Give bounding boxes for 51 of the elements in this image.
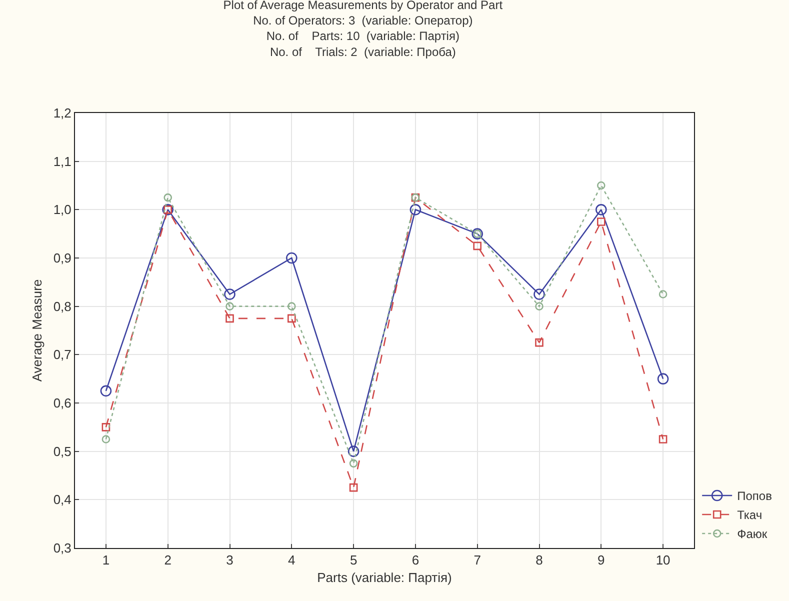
legend-label: Попов bbox=[737, 489, 772, 504]
point bbox=[164, 193, 172, 202]
point bbox=[473, 242, 482, 250]
chart-subtitle: No. of Operators: 3 (variable: Оператор) No. of Parts: 10 (variable: Партія) No. of Trials: 2 (variable: Проба) bbox=[253, 14, 473, 59]
y-tick-label: 1,0 bbox=[53, 202, 72, 218]
point bbox=[226, 302, 234, 310]
x-tick-label: 5 bbox=[350, 552, 358, 568]
x-tick-label: 2 bbox=[164, 552, 172, 568]
x-axis-title: Parts (variable: Партія) bbox=[317, 570, 452, 586]
point bbox=[349, 483, 358, 492]
x-tick-label: 8 bbox=[536, 552, 543, 568]
point bbox=[349, 459, 358, 468]
point bbox=[102, 423, 110, 432]
y-tick-label: 0,6 bbox=[53, 396, 72, 411]
point bbox=[410, 204, 422, 216]
point bbox=[534, 288, 545, 300]
y-tick-label: 1,2 bbox=[53, 106, 72, 121]
y-tick-label: 0,7 bbox=[53, 347, 72, 362]
point bbox=[224, 288, 236, 300]
x-tick-label: 7 bbox=[474, 552, 481, 568]
x-tick-label: 4 bbox=[288, 552, 296, 568]
point bbox=[348, 446, 360, 457]
point bbox=[597, 218, 606, 226]
point bbox=[596, 204, 607, 216]
legend-label: Фаюк bbox=[737, 527, 768, 542]
point bbox=[658, 290, 668, 298]
point bbox=[288, 302, 296, 310]
x-tick-label: 3 bbox=[226, 552, 234, 568]
y-axis-title: Average Measure bbox=[29, 279, 44, 382]
point bbox=[100, 385, 112, 397]
point bbox=[286, 252, 298, 264]
point bbox=[102, 435, 110, 444]
point bbox=[597, 181, 606, 190]
x-tick-label: 9 bbox=[598, 552, 605, 568]
legend-label: Ткач bbox=[737, 508, 762, 522]
point bbox=[535, 302, 544, 310]
point bbox=[226, 314, 234, 323]
x-tick-label: 6 bbox=[412, 552, 420, 568]
point bbox=[288, 314, 296, 323]
point bbox=[535, 338, 544, 347]
y-tick-label: 0,3 bbox=[53, 540, 72, 556]
x-tick-label: 10 bbox=[656, 552, 670, 568]
y-tick-label: 0,9 bbox=[53, 250, 72, 266]
chart-title: Plot of Average Measurements by Operator and Part bbox=[223, 0, 504, 12]
point bbox=[657, 373, 669, 384]
y-tick-label: 1,1 bbox=[53, 154, 72, 169]
point bbox=[658, 435, 668, 444]
x-tick-label: 1 bbox=[102, 552, 110, 568]
y-tick-label: 0,8 bbox=[53, 298, 72, 314]
y-tick-label: 0,5 bbox=[53, 444, 72, 459]
y-tick-label: 0,4 bbox=[53, 492, 72, 508]
